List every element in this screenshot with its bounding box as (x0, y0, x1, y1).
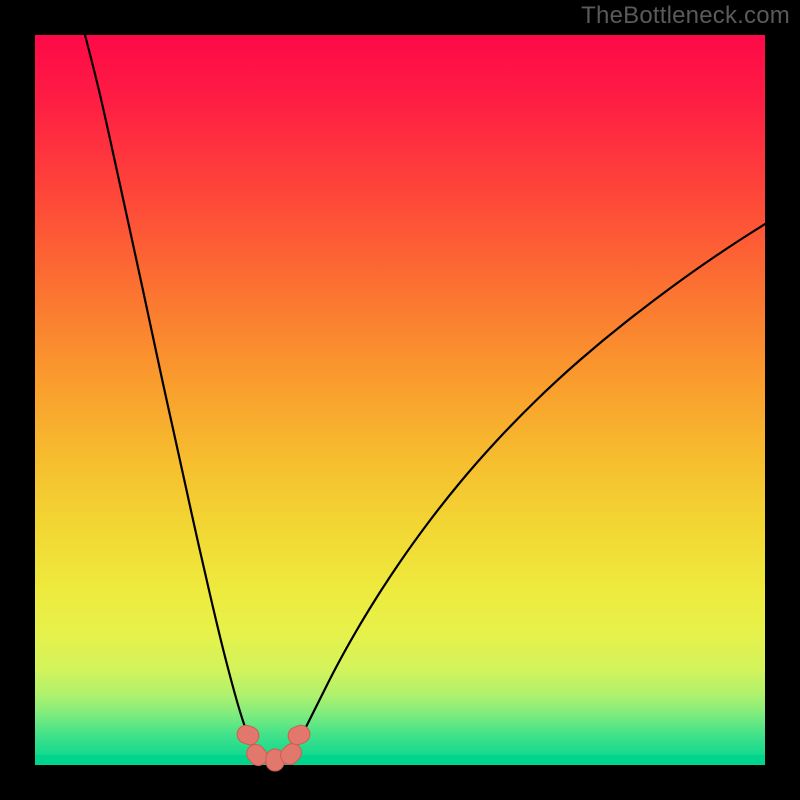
green-baseline (35, 755, 765, 765)
chart-container: TheBottleneck.com (0, 0, 800, 800)
gradient-background (35, 35, 765, 765)
bottleneck-chart (0, 0, 800, 800)
watermark-text: TheBottleneck.com (581, 2, 790, 30)
